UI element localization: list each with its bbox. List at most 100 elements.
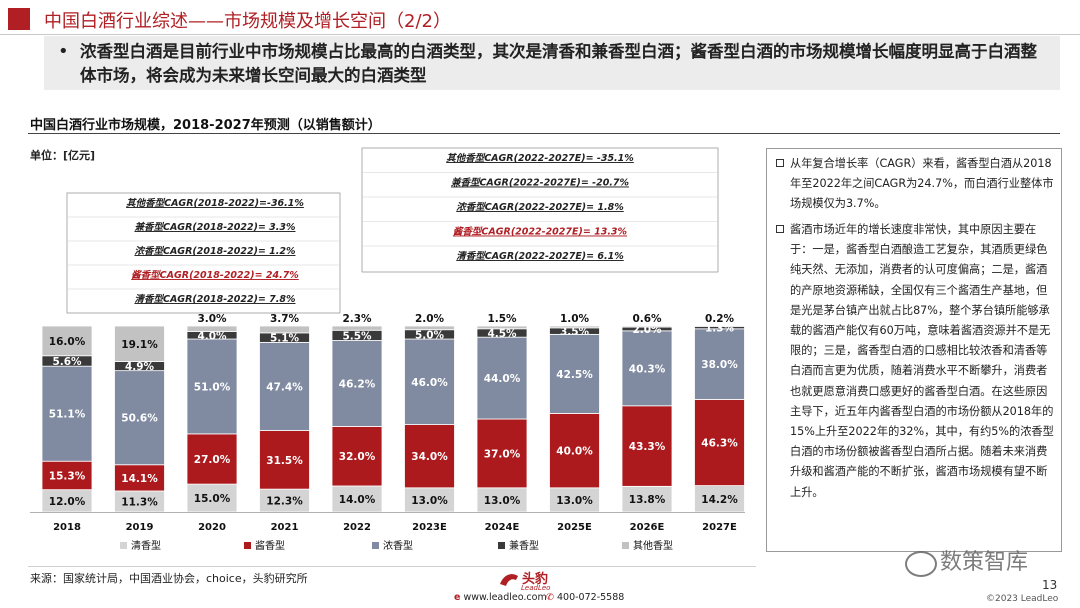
footer-divider	[28, 566, 756, 567]
bar-segment	[41, 365, 93, 462]
data-label: 13.0%	[484, 495, 521, 507]
legend-swatch	[622, 542, 629, 549]
legend-label: 兼香型	[509, 539, 539, 552]
data-label: 3.5%	[560, 326, 590, 338]
data-label: 50.6%	[121, 413, 158, 425]
data-label: 5.0%	[415, 329, 445, 341]
data-label: 19.1%	[121, 339, 158, 351]
data-label: 13.0%	[556, 495, 593, 507]
bar-segment	[621, 325, 673, 328]
data-label: 14.2%	[701, 494, 738, 506]
cagr-label: 兼香型CAGR(2018-2022)= 3.3%	[134, 221, 295, 233]
data-label: 44.0%	[484, 373, 521, 385]
data-label: 40.3%	[629, 363, 666, 375]
legend-swatch	[120, 542, 127, 549]
bar-segment	[404, 325, 455, 331]
logo-text: 头豹	[522, 572, 549, 587]
page-title: 中国白酒行业综述——市场规模及增长空间（2/2）	[44, 11, 451, 32]
legend-swatch	[498, 542, 505, 549]
data-label: 5.6%	[52, 356, 82, 368]
data-label: 11.3%	[121, 496, 158, 508]
data-label: 0.2%	[705, 313, 735, 325]
cagr-label: 酱香型CAGR(2018-2022)= 24.7%	[131, 269, 299, 281]
bar-segment	[186, 325, 238, 332]
cagr-box-2018-2022	[66, 192, 341, 314]
website-text: www.leadleo.com	[463, 592, 547, 603]
summary-bullet: •	[58, 41, 69, 62]
data-label: 1.3%	[705, 323, 735, 335]
data-label: 51.1%	[49, 409, 86, 421]
cagr-label: 清香型CAGR(2018-2022)= 7.8%	[134, 293, 295, 305]
data-label: 43.3%	[629, 441, 666, 453]
data-label: 51.0%	[194, 381, 231, 393]
x-tick-label: 2018	[53, 522, 81, 533]
cagr-label: 其他香型CAGR(2022-2027E)= -35.1%	[446, 152, 634, 164]
bar-segment	[186, 433, 238, 485]
cagr-label: 浓香型CAGR(2022-2027E)= 1.8%	[456, 201, 624, 213]
bar-segment	[694, 328, 745, 400]
bar-segment	[331, 340, 383, 427]
x-tick-label: 2026E	[630, 522, 665, 533]
bar-segment	[186, 483, 238, 513]
legend-label: 清香型	[131, 539, 161, 552]
checkbox-icon	[776, 159, 784, 167]
bar-segment	[476, 418, 528, 489]
data-label: 0.6%	[632, 313, 662, 325]
website-link[interactable]: e www.leadleo.com	[454, 592, 547, 603]
legend-label: 浓香型	[383, 539, 413, 552]
copyright: ©2023 LeadLeo	[986, 594, 1059, 604]
bar-segment	[694, 485, 745, 513]
bar-segment	[404, 424, 455, 489]
data-label: 38.0%	[701, 359, 738, 371]
cagr-box-2022-2027	[361, 147, 719, 273]
data-label: 15.0%	[194, 493, 231, 505]
bar-segment	[114, 325, 165, 362]
cagr-label: 浓香型CAGR(2018-2022)= 1.2%	[134, 245, 295, 257]
x-tick-label: 2021	[271, 522, 299, 533]
data-label: 5.5%	[342, 330, 372, 342]
data-label: 2.3%	[342, 313, 372, 325]
data-label: 2.0%	[415, 313, 445, 325]
data-label: 1.5%	[487, 313, 517, 325]
bar-segment	[259, 430, 310, 490]
x-tick-label: 2020	[198, 522, 226, 533]
bar-segment	[114, 370, 165, 466]
bar-segment	[549, 487, 600, 513]
leopard-logo-icon	[500, 574, 518, 586]
data-label: 34.0%	[411, 451, 448, 463]
x-tick-label: 2024E	[485, 522, 520, 533]
data-label: 12.0%	[49, 496, 86, 508]
data-label: 42.5%	[556, 369, 593, 381]
bar-segment	[621, 485, 673, 513]
bar-segment	[621, 330, 673, 407]
data-label: 13.8%	[629, 494, 666, 506]
sidebar-item-text: 酱酒市场近年的增长速度非常快，其中原因主要在于：一是，酱香型白酒酿造工艺复杂，其…	[790, 223, 1054, 499]
data-label: 14.1%	[121, 473, 158, 485]
data-label: 32.0%	[339, 451, 376, 463]
data-label: 14.0%	[339, 494, 376, 506]
bar-segment	[694, 399, 745, 486]
legend-label: 酱香型	[255, 539, 285, 552]
data-label: 4.9%	[125, 361, 155, 373]
cagr-label: 其他香型CAGR(2018-2022)=-36.1%	[126, 197, 304, 209]
data-label: 4.0%	[197, 330, 227, 342]
sidebar-item-text: 从年复合增长率（CAGR）来看，酱香型白酒从2018年至2022年之间CAGR为…	[790, 157, 1054, 211]
watermark: 数策智库	[940, 550, 1029, 575]
header-accent-square	[8, 8, 30, 30]
bar-segment	[331, 485, 383, 513]
cagr-label: 清香型CAGR(2022-2027E)= 6.1%	[456, 250, 624, 262]
data-label: 27.0%	[194, 454, 231, 466]
data-label: 47.4%	[266, 381, 303, 393]
data-label: 16.0%	[49, 336, 86, 348]
bar-segment	[259, 341, 310, 431]
bar-segment	[41, 325, 93, 357]
data-label: 15.3%	[49, 470, 86, 482]
header-divider	[0, 34, 1080, 35]
cagr-label: 兼香型CAGR(2022-2027E)= -20.7%	[451, 177, 629, 189]
data-label: 37.0%	[484, 448, 521, 460]
bar-segment	[476, 336, 528, 420]
data-label: 1.0%	[560, 313, 590, 325]
bar-segment	[259, 325, 310, 334]
bar-segment	[404, 487, 455, 513]
legend-swatch	[244, 542, 251, 549]
